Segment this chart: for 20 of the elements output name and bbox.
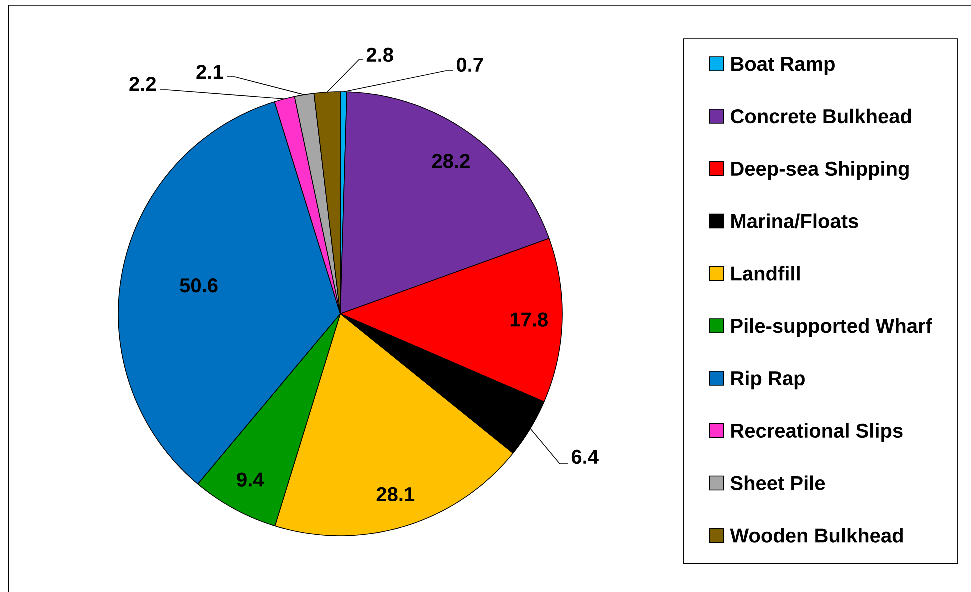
data-label: 6.4 xyxy=(572,450,599,464)
data-label: 9.4 xyxy=(237,472,264,487)
data-label: 0.7 xyxy=(457,58,484,72)
legend-label: Recreational Slips xyxy=(732,423,903,442)
legend-label: Landfill xyxy=(732,266,800,281)
data-label: 17.8 xyxy=(510,312,548,327)
data-label: 28.1 xyxy=(376,487,415,502)
data-label: 2.1 xyxy=(196,65,224,79)
legend-label: Concrete Bulkhead xyxy=(731,108,912,124)
legend-label: Boat Ramp xyxy=(732,57,835,76)
legend-label: Marina/Floats xyxy=(732,214,858,229)
data-label: 2.8 xyxy=(366,48,394,62)
legend-label: Wooden Bulkhead xyxy=(730,528,903,543)
data-label: 2.2 xyxy=(130,77,156,91)
data-label: 28.2 xyxy=(432,154,470,168)
legend-label: Pile-supported Wharf xyxy=(732,318,932,338)
legend-label: Deep-sea Shipping xyxy=(732,161,909,180)
legend-label: Rip Rap xyxy=(732,370,805,390)
legend-label: Sheet Pile xyxy=(730,476,826,490)
data-label: 50.6 xyxy=(180,278,218,293)
